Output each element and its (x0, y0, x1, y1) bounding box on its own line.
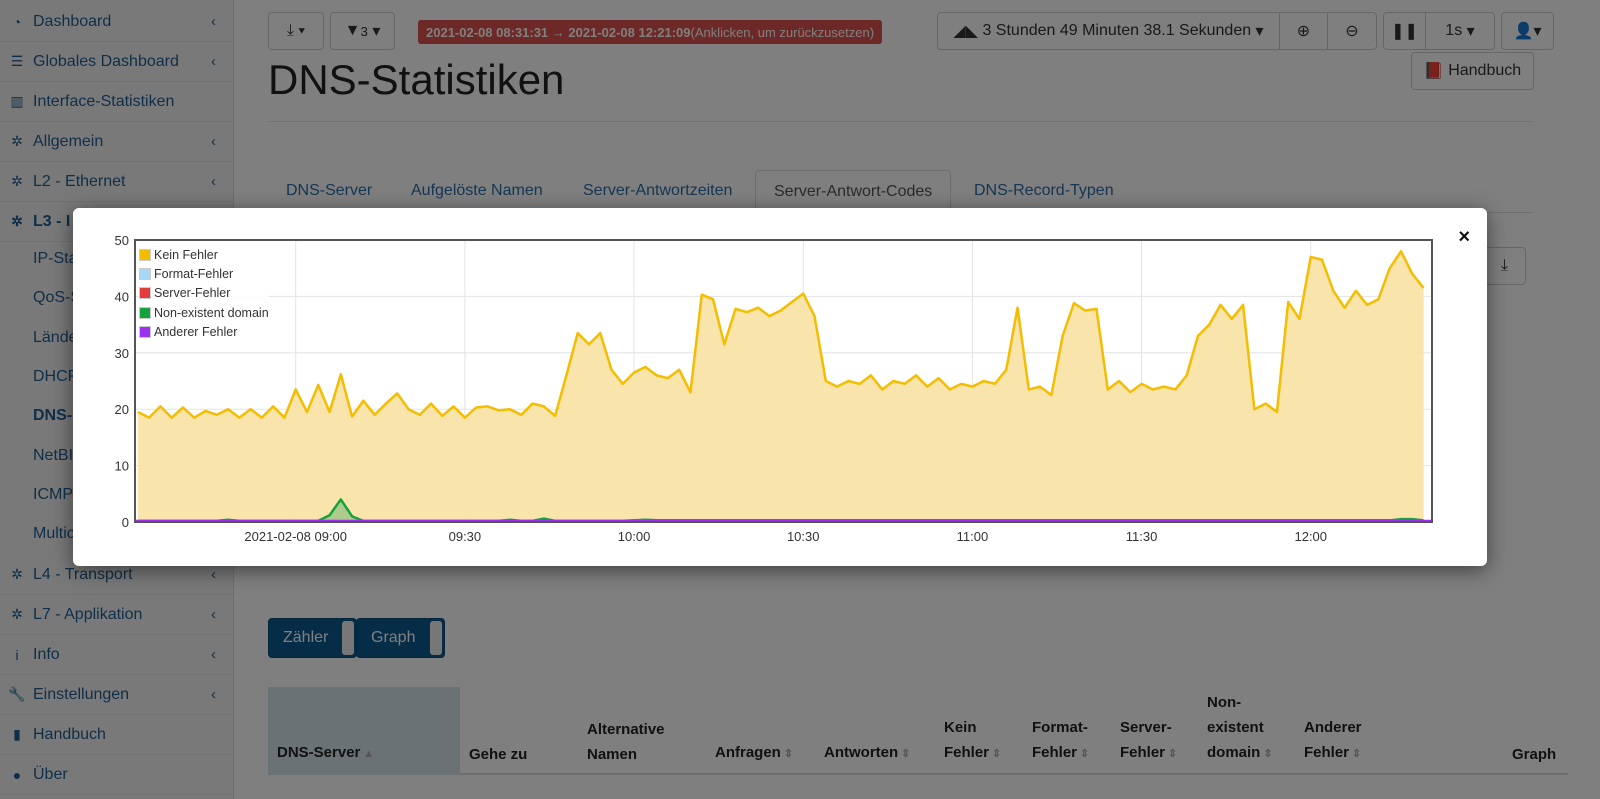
y-tick-label: 10 (115, 459, 129, 474)
x-tick-label: 2021-02-08 09:00 (244, 529, 347, 544)
response-codes-chart: 0 10 20 30 40 50 2021-02-08 09:00 09:30 10:00 10:… (115, 233, 1433, 544)
x-tick-label: 10:30 (787, 529, 820, 544)
x-tick-label: 09:30 (449, 529, 482, 544)
legend-label: Server-Fehler (154, 286, 231, 301)
plot-border (134, 239, 1433, 523)
close-icon[interactable]: × (1458, 226, 1470, 248)
y-tick-label: 30 (115, 346, 129, 361)
x-tick-label: 11:30 (1126, 529, 1158, 544)
x-tick-label: 10:00 (618, 529, 651, 544)
legend-swatch (139, 267, 151, 280)
chart-legend: Kein Fehler Format-Fehler Server-Fehler Non… (139, 245, 269, 342)
series-area (137, 251, 1424, 522)
y-tick-label: 0 (122, 515, 129, 530)
series-line (137, 250, 1425, 419)
legend-item[interactable]: Non-existent domain (139, 303, 269, 322)
legend-swatch (139, 306, 151, 319)
legend-item[interactable]: Anderer Fehler (139, 322, 269, 341)
y-tick-label: 20 (115, 402, 129, 417)
x-tick-label: 12:00 (1294, 529, 1327, 544)
legend-swatch (139, 287, 151, 300)
legend-swatch (139, 248, 151, 261)
legend-item[interactable]: Format-Fehler (139, 264, 269, 283)
y-tick-label: 50 (115, 233, 129, 248)
legend-item[interactable]: Kein Fehler (139, 245, 269, 264)
legend-label: Non-existent domain (154, 305, 269, 320)
legend-label: Kein Fehler (154, 247, 218, 262)
x-tick-label: 11:00 (957, 529, 989, 544)
legend-item[interactable]: Server-Fehler (139, 284, 269, 303)
legend-label: Anderer Fehler (154, 324, 238, 339)
legend-label: Format-Fehler (154, 266, 234, 281)
chart-modal: × 0 10 20 30 40 50 2021-02-08 09:00 09:30 10:00 1… (73, 208, 1487, 566)
y-tick-label: 40 (115, 289, 129, 304)
legend-swatch (139, 325, 151, 338)
